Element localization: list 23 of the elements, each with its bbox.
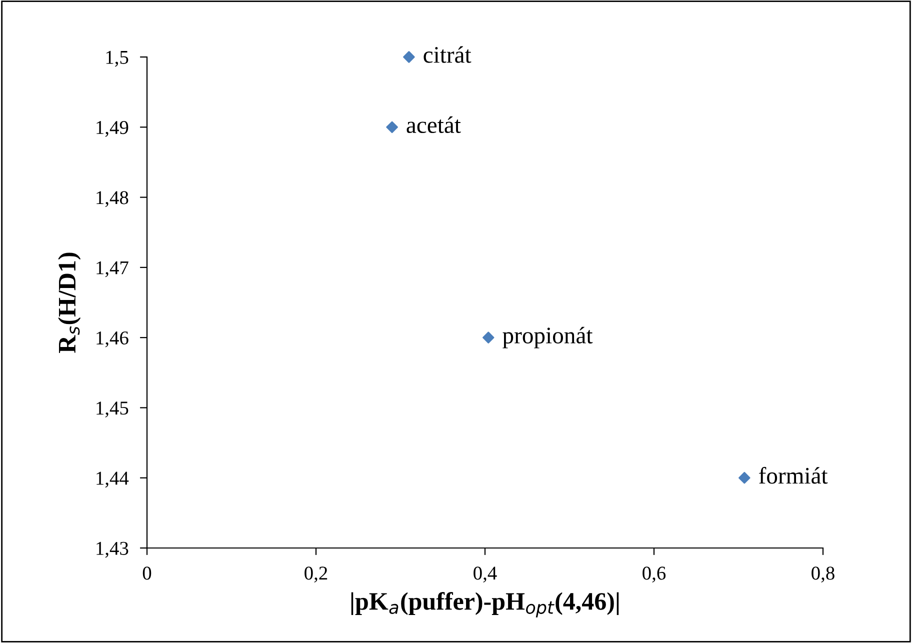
y-tick-label: 1,5: [106, 50, 128, 67]
point: [738, 472, 750, 484]
y-tick-label: 1,47: [96, 261, 128, 278]
x-tick-label: 0,6: [642, 566, 666, 583]
x-tick-label: 0,8: [812, 566, 834, 583]
x-tick-label: 0,2: [304, 566, 328, 583]
y-tick-label: 1,45: [96, 402, 128, 418]
annotation: formiát: [759, 466, 828, 484]
y-tick-label: 1,43: [96, 542, 128, 558]
annotation: propionát: [502, 326, 593, 348]
y-tick-label: 1,48: [96, 191, 128, 208]
y-tick-label: 1,44: [96, 472, 129, 488]
point: [386, 121, 398, 134]
y-tick-label: 1,49: [96, 121, 128, 137]
x-tick-label: 0: [142, 566, 152, 580]
point: [482, 332, 494, 344]
point: [403, 51, 415, 63]
x-axis-title: |pK$_{a}$(puffer)-pH$_{opt}$(4,46)|: [351, 592, 619, 618]
annotation: acetát: [406, 116, 461, 134]
y-tick-label: 1,46: [96, 331, 128, 348]
annotation: citrát: [424, 46, 472, 63]
y-axis-title: R$_{s}$(H/D1): [58, 252, 81, 353]
x-tick-label: 0,4: [474, 566, 497, 583]
